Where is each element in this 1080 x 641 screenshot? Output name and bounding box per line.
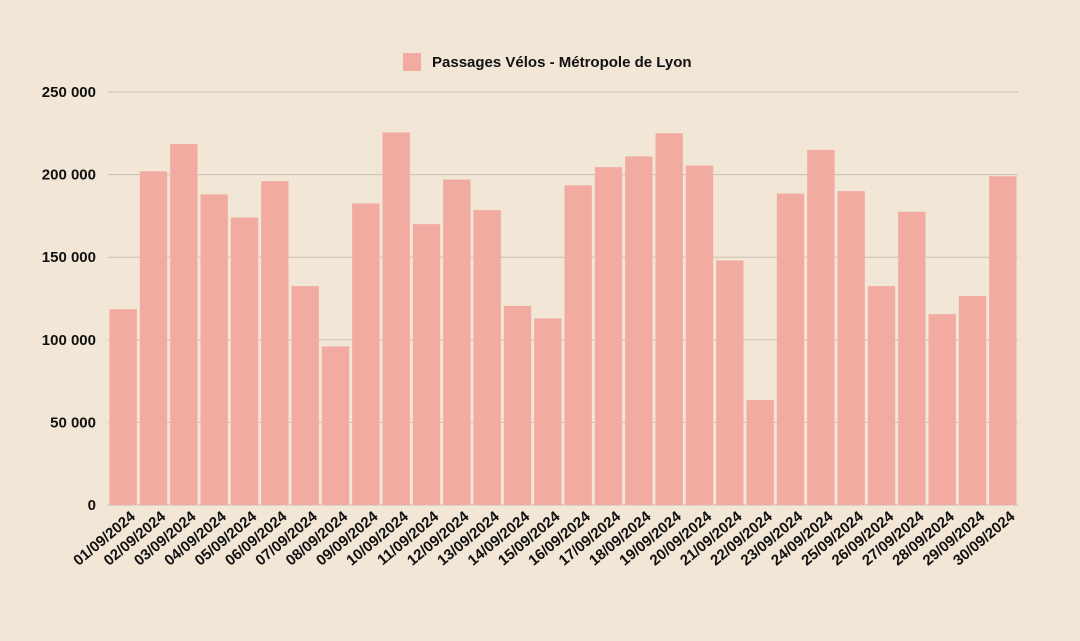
bar [746, 400, 774, 505]
bar [716, 260, 744, 505]
bar [503, 305, 532, 505]
bar [382, 132, 410, 505]
bar [776, 193, 805, 505]
bar [473, 210, 501, 506]
bar [807, 149, 835, 505]
bar [625, 156, 653, 506]
bar [261, 181, 289, 505]
legend-label: Passages Vélos - Métropole de Lyon [432, 54, 692, 71]
bar [837, 191, 865, 505]
bar [352, 203, 380, 505]
bar [139, 171, 168, 505]
gridlines [108, 91, 1018, 506]
bar [170, 144, 198, 505]
bar [867, 286, 896, 505]
bar [928, 314, 956, 505]
bar [655, 133, 683, 506]
bar [109, 309, 137, 505]
bar [958, 296, 987, 505]
bar [534, 318, 562, 505]
y-tick-label: 250 000 [42, 84, 96, 101]
bar [564, 185, 592, 505]
legend: Passages Vélos - Métropole de Lyon [403, 53, 692, 71]
bar [230, 217, 259, 505]
y-tick-label: 0 [88, 497, 96, 514]
legend-swatch [403, 53, 421, 71]
bar [685, 165, 714, 505]
x-axis-ticks: 01/09/202402/09/202403/09/202404/09/2024… [70, 508, 1019, 570]
y-tick-label: 150 000 [42, 249, 96, 266]
y-tick-label: 100 000 [42, 332, 96, 349]
y-axis-ticks: 0 50 000 100 000 150 000 200 000 250 000 [42, 84, 96, 514]
bar [443, 179, 471, 505]
bar [412, 224, 441, 505]
bar [594, 167, 623, 505]
y-tick-label: 200 000 [42, 167, 96, 184]
bar [898, 211, 926, 505]
y-tick-label: 50 000 [50, 414, 96, 431]
bar [291, 286, 319, 505]
bar [200, 194, 228, 505]
bars [109, 132, 1017, 506]
bar [321, 346, 350, 505]
bar [989, 176, 1017, 505]
